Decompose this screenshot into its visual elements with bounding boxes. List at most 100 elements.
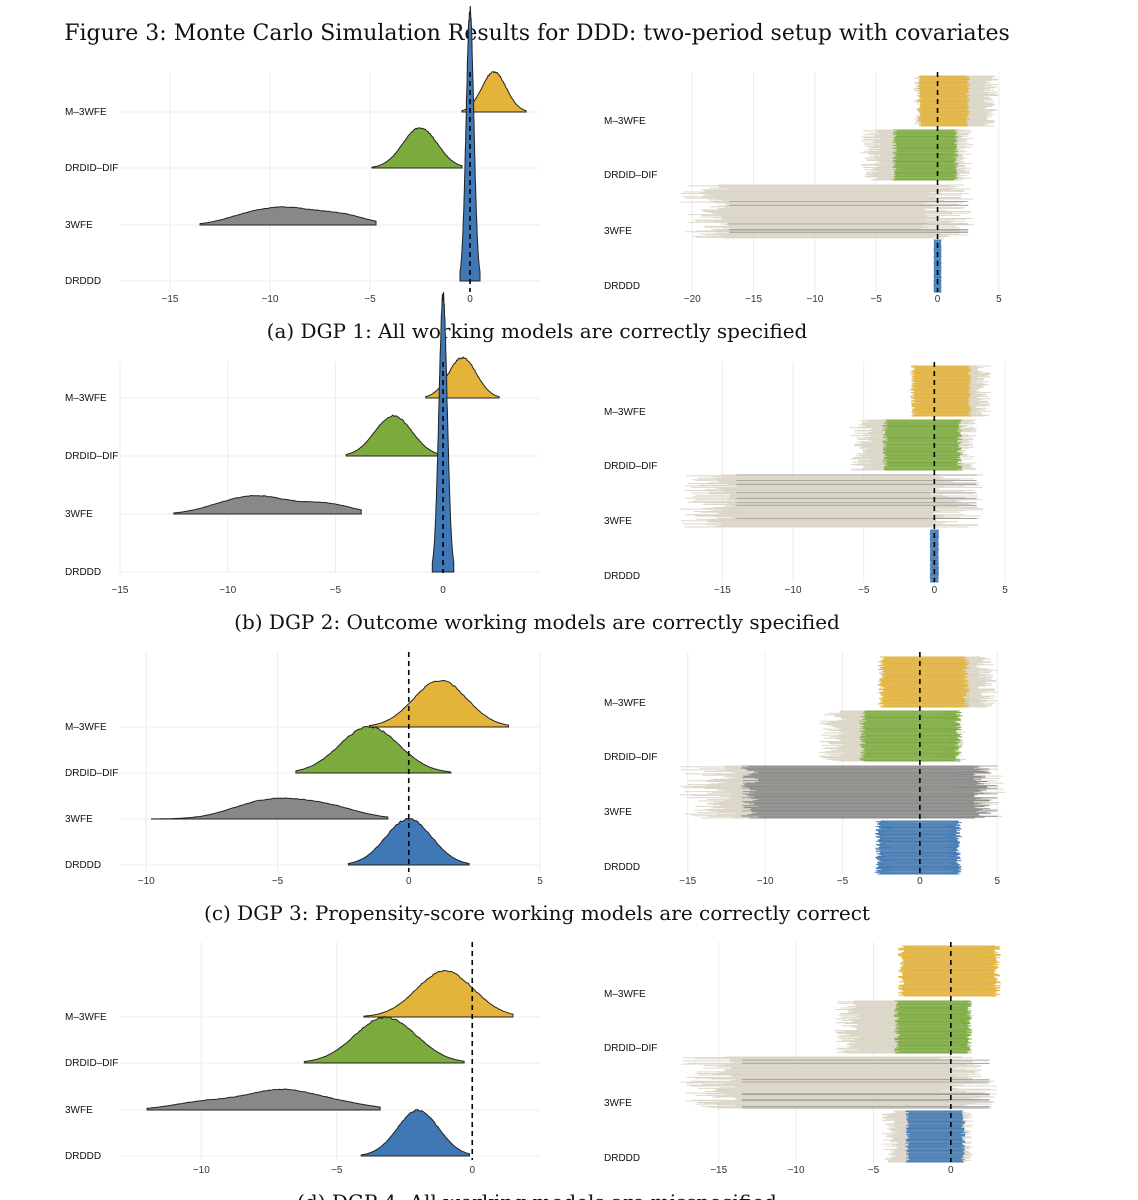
intervals-3wfe [680,765,1005,819]
figure-title: Figure 3: Monte Carlo Simulation Results… [64,21,1010,46]
x-tick-label: 5 [994,876,1000,887]
density-drdid-dif [345,414,444,457]
interval-chart: −15 −10 −5 0 M–3WFE DRDID–DIF 3WFE DRDDD [604,942,1001,1176]
interval-chart: −15 −10 −5 0 5 M–3WFE DRDID–DIF 3WFE DRDDD [604,362,1008,596]
category-label: DRDDD [65,860,101,871]
panel-caption: (a) DGP 1: All working models are correc… [267,319,808,343]
density-drddd [360,1108,470,1157]
category-label: DRDDD [604,1153,640,1164]
panel-caption: (d) DGP 4: All working models are misspe… [297,1190,777,1200]
panel-d: −10 −5 0 M–3WFE DRDID–DIF 3WFE DRDDD −15 −10 −5 0 M… [65,942,1001,1200]
x-tick-label: −5 [837,876,849,887]
x-tick-label: 0 [932,585,938,596]
density-drdid-dif [295,725,452,774]
interval-chart: −20 −15 −10 −5 0 5 M–3WFE DRDID–DIF 3WFE DRDDD [604,72,1002,305]
x-tick-label: −10 [219,585,236,596]
category-label: DRDID–DIF [65,163,118,174]
interval-chart: −15 −10 −5 0 5 M–3WFE DRDID–DIF 3WFE DRDDD [604,652,1005,887]
x-tick-label: −5 [871,294,883,305]
category-label: DRDID–DIF [65,451,118,462]
category-label: 3WFE [604,226,632,237]
ridgeline-chart: −15 −10 −5 0 M–3WFE DRDID–DIF 3WFE DRDDD [65,291,540,596]
category-label: M–3WFE [604,407,646,418]
category-label: DRDID–DIF [65,768,118,779]
category-label: 3WFE [65,220,93,231]
density-drddd [459,5,481,282]
category-label: 3WFE [604,516,632,527]
panel-caption: (b) DGP 2: Outcome working models are co… [234,610,840,634]
category-label: M–3WFE [65,107,107,118]
panel-b: −15 −10 −5 0 M–3WFE DRDID–DIF 3WFE DRDDD −15 −10 −… [65,291,1008,634]
ridgeline-chart: −10 −5 0 M–3WFE DRDID–DIF 3WFE DRDDD [65,942,540,1176]
x-tick-label: 0 [406,876,412,887]
x-tick-label: −5 [364,294,376,305]
panel-c: −10 −5 0 5 M–3WFE DRDID–DIF 3WFE DRDDD −15 −10 −5 0… [65,652,1005,925]
x-tick-label: −10 [193,1165,210,1176]
x-tick-label: 0 [467,294,473,305]
category-label: DRDDD [65,276,101,287]
intervals-drdid-dif [849,419,977,471]
x-tick-label: −15 [162,294,179,305]
density-drddd [431,291,455,573]
category-label: M–3WFE [604,698,646,709]
category-label: DRDID–DIF [604,170,657,181]
x-tick-label: −15 [745,294,762,305]
x-tick-label: −10 [262,294,279,305]
panel-a: −15 −10 −5 0 M–3WFE DRDID–DIF 3WFE DRDDD −20 −15 −… [65,5,1002,343]
category-label: M–3WFE [65,393,107,404]
category-label: M–3WFE [604,989,646,1000]
x-tick-label: −5 [868,1165,880,1176]
density-drdid-dif [371,127,463,169]
x-tick-label: 5 [1002,585,1008,596]
density-m-3wfe [363,969,514,1018]
intervals-3wfe [680,474,984,528]
category-label: DRDDD [604,571,640,582]
x-tick-label: 0 [948,1165,954,1176]
intervals-drddd [881,1110,974,1163]
x-tick-label: −10 [788,1165,805,1176]
category-label: 3WFE [65,814,93,825]
x-tick-label: −5 [331,1165,343,1176]
x-tick-label: 0 [469,1165,475,1176]
density-m-3wfe [368,679,509,728]
x-tick-label: −5 [858,585,870,596]
x-tick-label: −10 [757,876,774,887]
intervals-drddd [875,820,962,875]
x-tick-label: −20 [684,294,701,305]
density-m-3wfe [425,356,500,399]
category-label: 3WFE [65,1105,93,1116]
category-label: DRDDD [604,281,640,292]
category-label: M–3WFE [604,116,646,127]
category-label: 3WFE [604,1098,632,1109]
density-3wfe [146,1088,381,1111]
x-tick-label: 0 [917,876,923,887]
panel-caption: (c) DGP 3: Propensity-score working mode… [204,901,870,925]
intervals-drdid-dif [860,129,974,181]
category-label: DRDDD [65,1151,101,1162]
category-label: DRDID–DIF [604,752,657,763]
category-label: 3WFE [604,807,632,818]
x-tick-label: 5 [996,294,1002,305]
x-tick-label: 5 [537,876,543,887]
category-label: DRDID–DIF [604,1043,657,1054]
x-tick-label: −15 [112,585,129,596]
category-label: DRDDD [604,862,640,873]
density-drdid-dif [303,1015,465,1064]
category-label: 3WFE [65,509,93,520]
intervals-drdid-dif [819,710,967,762]
intervals-m-3wfe [913,75,999,127]
x-tick-label: −5 [272,876,284,887]
intervals-drdid-dif [834,1000,974,1054]
x-tick-label: −15 [710,1165,727,1176]
intervals-m-3wfe [897,945,1001,997]
category-label: DRDID–DIF [604,461,657,472]
x-tick-label: −15 [679,876,696,887]
density-3wfe [199,206,377,226]
intervals-3wfe [680,184,975,239]
x-tick-label: −5 [330,585,342,596]
ridgeline-chart: −10 −5 0 5 M–3WFE DRDID–DIF 3WFE DRDDD [65,652,543,887]
intervals-m-3wfe [909,365,991,417]
x-tick-label: −10 [806,294,823,305]
